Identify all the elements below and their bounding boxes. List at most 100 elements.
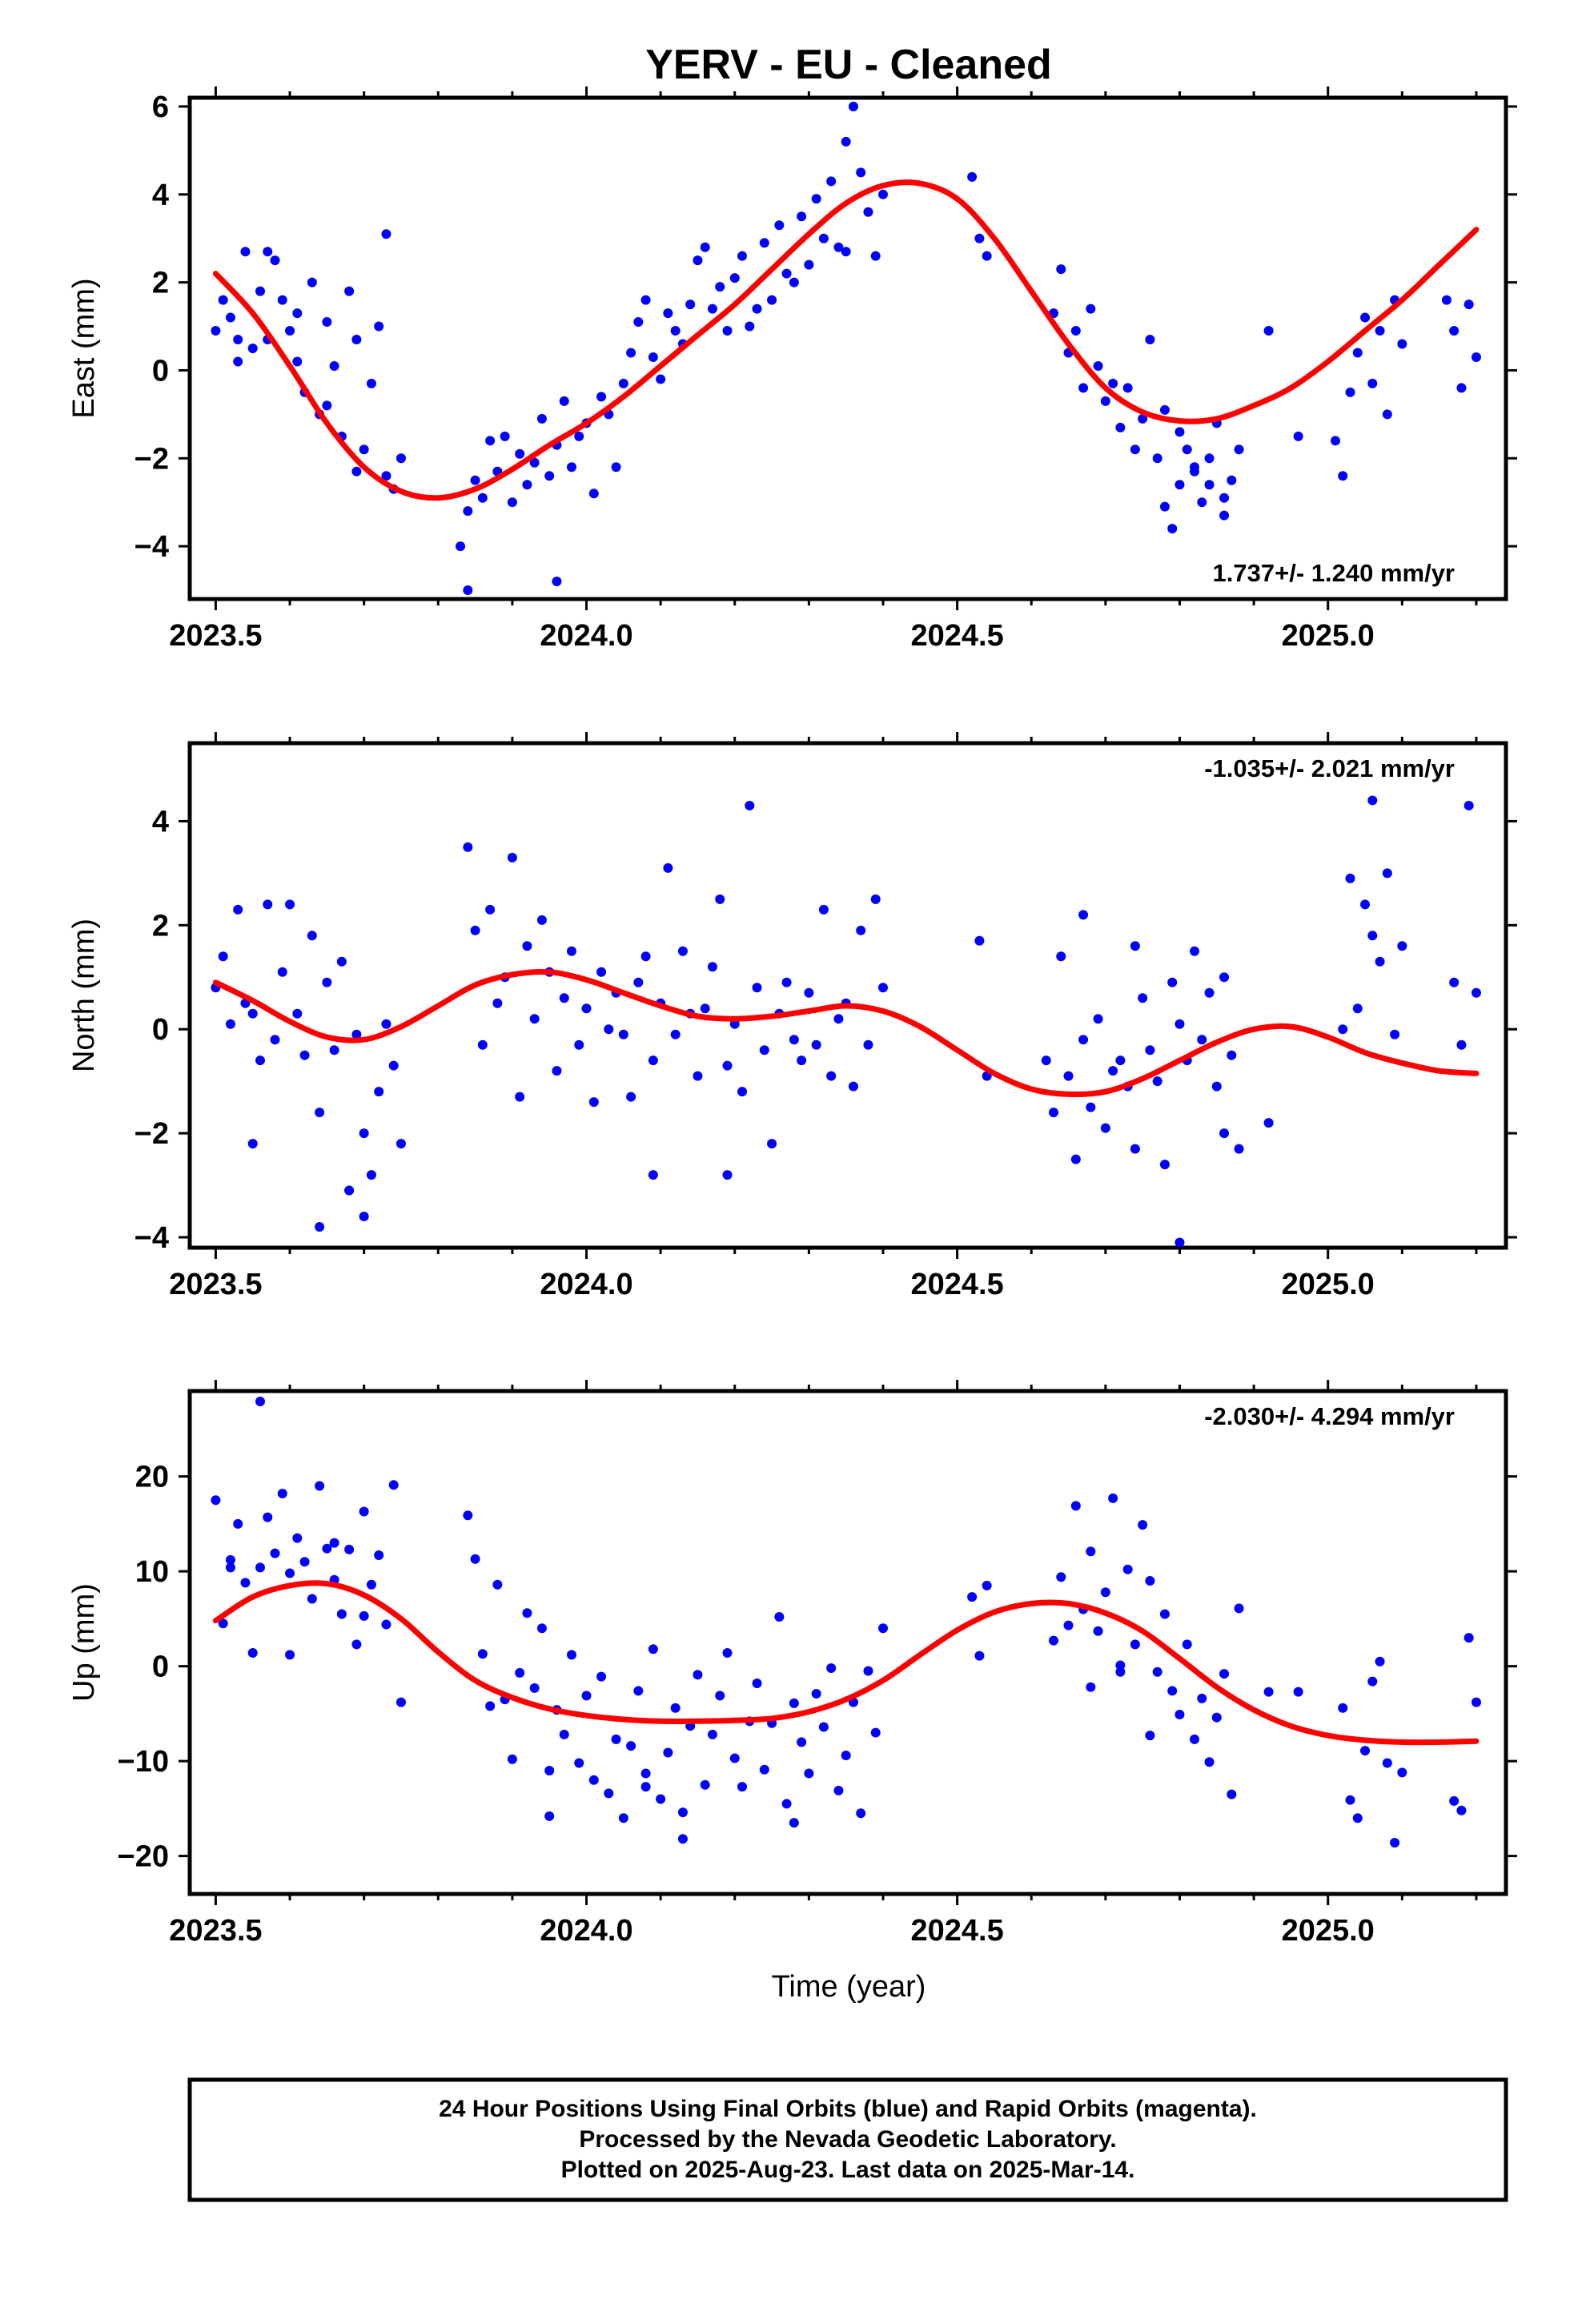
data-point <box>1086 304 1096 314</box>
data-point <box>322 400 332 411</box>
x-tick-label: 2024.0 <box>540 619 632 653</box>
data-point <box>315 1108 325 1118</box>
y-axis-title: North (mm) <box>67 919 101 1072</box>
data-point <box>1093 1014 1103 1024</box>
data-point <box>1197 1035 1207 1045</box>
data-point <box>1100 1587 1110 1598</box>
data-point <box>566 1650 576 1660</box>
data-point <box>500 431 510 441</box>
data-point <box>1219 510 1230 521</box>
data-point <box>1456 383 1467 393</box>
data-point <box>285 1568 295 1578</box>
data-point <box>1189 946 1199 956</box>
data-point <box>507 1754 517 1764</box>
data-point <box>351 1029 362 1039</box>
data-point <box>315 1481 325 1491</box>
data-point <box>1174 1710 1185 1720</box>
data-point <box>1182 1639 1192 1650</box>
data-point <box>285 326 295 336</box>
data-point <box>611 462 621 472</box>
data-point <box>1167 977 1178 987</box>
data-point <box>359 1610 369 1621</box>
y-tick-label: 2 <box>152 267 169 300</box>
data-point <box>1263 326 1274 336</box>
data-point <box>240 247 251 257</box>
data-point <box>1174 1237 1185 1248</box>
data-point <box>833 1014 844 1024</box>
data-point <box>693 255 703 266</box>
data-point <box>856 167 866 178</box>
data-point <box>804 1768 814 1779</box>
data-point <box>381 229 391 239</box>
data-point <box>863 207 873 217</box>
data-point <box>322 1543 332 1554</box>
data-point <box>1145 335 1155 345</box>
data-point <box>263 247 273 257</box>
data-point <box>507 497 517 508</box>
data-point <box>1070 1154 1081 1164</box>
data-point <box>492 1579 503 1590</box>
data-point <box>1063 1071 1074 1081</box>
panel-2: 2023.5 2024.0 2024.5 2025.0 −4 −2 0 2 4 North (mm… <box>67 732 1517 1301</box>
data-point <box>322 977 332 987</box>
data-point <box>789 1698 799 1708</box>
data-point <box>299 1557 310 1567</box>
data-point <box>218 951 228 962</box>
data-layer <box>211 795 1481 1248</box>
data-point <box>877 1623 888 1634</box>
y-tick-label: 20 <box>135 1461 169 1494</box>
data-point <box>292 1533 303 1543</box>
data-point <box>477 1039 488 1050</box>
data-point <box>1056 264 1066 275</box>
data-point <box>374 1550 384 1560</box>
data-point <box>463 1510 473 1521</box>
data-point <box>774 1612 785 1622</box>
data-point <box>351 1639 362 1650</box>
data-point <box>804 987 814 998</box>
data-point <box>1174 427 1185 437</box>
data-point <box>477 1649 488 1659</box>
data-point <box>225 1562 235 1573</box>
data-point <box>247 344 258 353</box>
data-point <box>648 1170 658 1180</box>
data-point <box>848 1081 858 1092</box>
data-point <box>804 259 814 270</box>
data-point <box>270 255 280 266</box>
data-point <box>663 308 673 319</box>
data-point <box>285 1650 295 1660</box>
data-point <box>870 251 881 261</box>
data-point <box>1108 1066 1118 1076</box>
data-point <box>811 1688 821 1699</box>
y-tick-label: −2 <box>135 1117 169 1151</box>
data-point <box>1049 1635 1059 1646</box>
data-point <box>722 1170 733 1180</box>
data-point <box>818 233 829 243</box>
data-point <box>559 396 569 406</box>
data-point <box>522 480 532 490</box>
data-point <box>240 1578 251 1588</box>
data-point <box>826 1071 837 1081</box>
data-point <box>1382 409 1392 420</box>
data-point <box>1219 493 1230 503</box>
data-point <box>1138 1520 1148 1530</box>
data-point <box>841 247 851 257</box>
data-point <box>315 1222 325 1232</box>
data-point <box>344 286 355 296</box>
data-point <box>1174 480 1185 490</box>
data-point <box>1063 1620 1074 1630</box>
data-point <box>767 1139 777 1149</box>
data-point <box>544 471 555 481</box>
data-point <box>781 977 792 987</box>
data-point <box>1115 422 1126 432</box>
data-point <box>789 277 799 287</box>
data-point <box>485 1701 496 1711</box>
data-point <box>396 453 406 464</box>
data-point <box>1152 453 1162 464</box>
data-point <box>270 1548 280 1558</box>
data-point <box>974 935 985 946</box>
data-point <box>366 1579 376 1590</box>
data-point <box>388 1060 399 1071</box>
data-point <box>1152 1076 1162 1087</box>
data-point <box>1471 987 1481 998</box>
